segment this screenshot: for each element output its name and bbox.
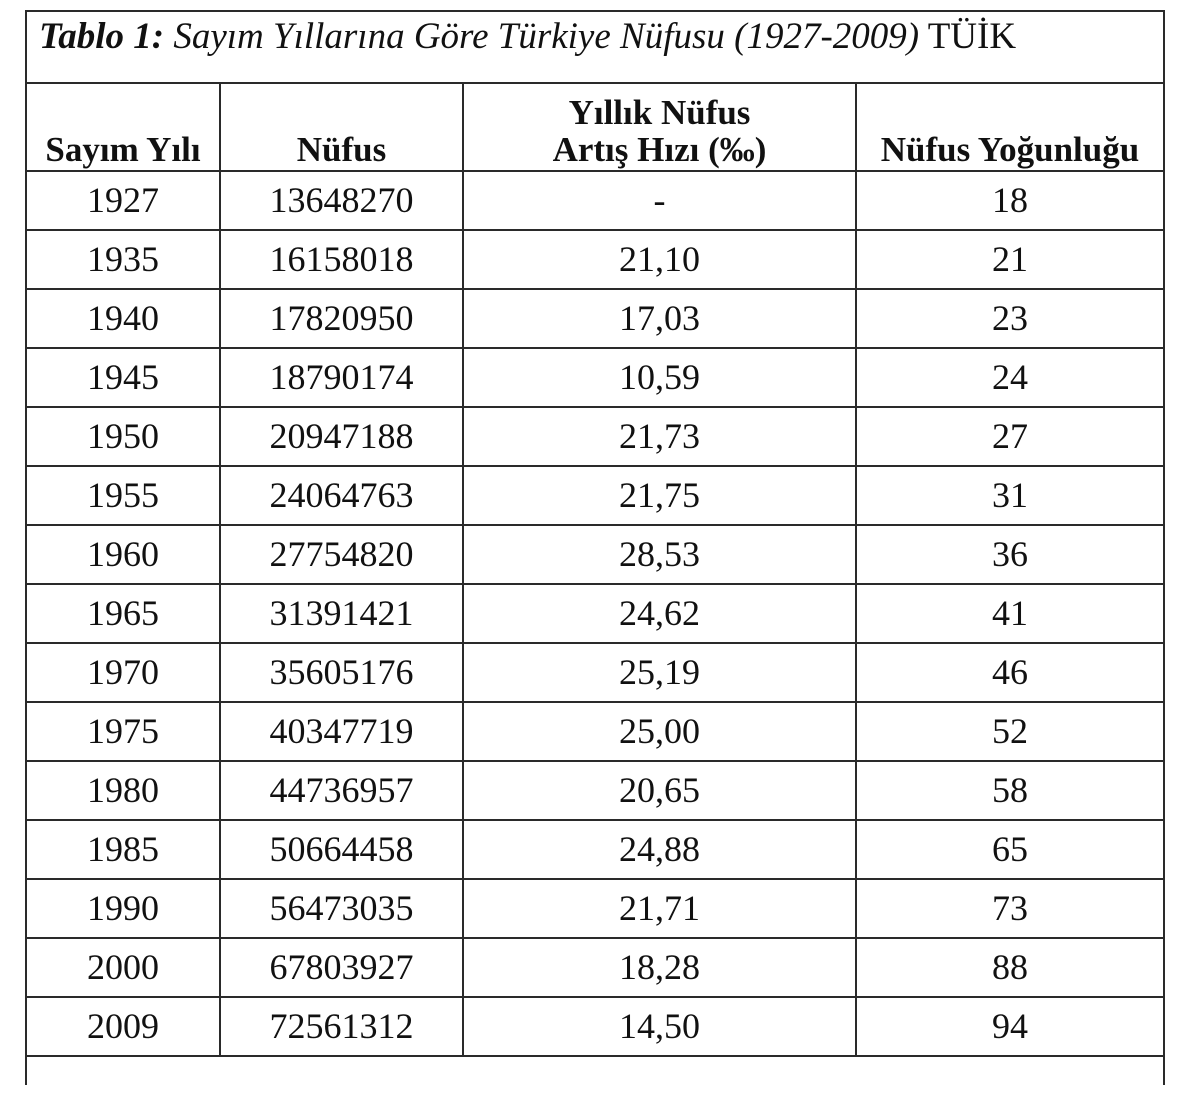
cell-density: 94 <box>855 996 1163 1057</box>
table-caption: Tablo 1: Sayım Yıllarına Göre Türkiye Nü… <box>27 12 1163 84</box>
cell-year: 1990 <box>27 878 221 939</box>
cell-growth: - <box>462 170 857 231</box>
cell-population: 56473035 <box>219 878 464 939</box>
caption-source: TÜİK <box>927 16 1017 57</box>
cell-year: 1970 <box>27 642 221 703</box>
cell-growth: 24,88 <box>462 819 857 880</box>
header-density: Nüfus Yoğunluğu <box>855 84 1163 172</box>
cell-population: 50664458 <box>219 819 464 880</box>
cell-density: 41 <box>855 583 1163 644</box>
table-row: 1970 35605176 25,19 46 <box>27 642 1163 703</box>
cell-year: 2000 <box>27 937 221 998</box>
cell-growth: 10,59 <box>462 347 857 408</box>
cell-growth: 18,28 <box>462 937 857 998</box>
cell-population: 18790174 <box>219 347 464 408</box>
cell-population: 72561312 <box>219 996 464 1057</box>
header-population: Nüfus <box>219 84 464 172</box>
cell-density: 52 <box>855 701 1163 762</box>
header-growth: Yıllık Nüfus Artış Hızı (‰) <box>462 84 857 172</box>
cell-density: 58 <box>855 760 1163 821</box>
header-growth-line2: Artış Hızı (‰) <box>552 130 767 169</box>
cell-population: 13648270 <box>219 170 464 231</box>
cell-population: 67803927 <box>219 937 464 998</box>
table-row: 1965 31391421 24,62 41 <box>27 583 1163 644</box>
cell-growth: 17,03 <box>462 288 857 349</box>
cell-density: 36 <box>855 524 1163 585</box>
cell-growth: 21,71 <box>462 878 857 939</box>
cell-growth: 21,10 <box>462 229 857 290</box>
table-body: 1927 13648270-18 1935 16158018 21,10 21 1940 17… <box>27 170 1163 1057</box>
cell-population: 27754820 <box>219 524 464 585</box>
cell-growth: 25,19 <box>462 642 857 703</box>
table-row: 1950 20947188 21,73 27 <box>27 406 1163 467</box>
cell-year: 1945 <box>27 347 221 408</box>
table-row: 2000 67803927 18,28 88 <box>27 937 1163 998</box>
cell-population: 17820950 <box>219 288 464 349</box>
cell-population: 31391421 <box>219 583 464 644</box>
cell-year: 1927 <box>27 170 221 231</box>
cell-density: 88 <box>855 937 1163 998</box>
cell-year: 1985 <box>27 819 221 880</box>
table-row: 2009 72561312 14,50 94 <box>27 996 1163 1057</box>
table-row: 1940 17820950 17,03 23 <box>27 288 1163 349</box>
cell-year: 1980 <box>27 760 221 821</box>
cell-density: 31 <box>855 465 1163 526</box>
header-growth-line1: Yıllık Nüfus <box>568 93 751 132</box>
cell-population: 35605176 <box>219 642 464 703</box>
cell-growth: 21,73 <box>462 406 857 467</box>
cell-density: 46 <box>855 642 1163 703</box>
cell-growth: 24,62 <box>462 583 857 644</box>
table-row: 1960 27754820 28,53 36 <box>27 524 1163 585</box>
table-frame: Tablo 1: Sayım Yıllarına Göre Türkiye Nü… <box>25 10 1165 1085</box>
table-row: 1955 24064763 21,75 31 <box>27 465 1163 526</box>
cell-density: 18 <box>855 170 1163 231</box>
cell-year: 1955 <box>27 465 221 526</box>
cell-growth: 25,00 <box>462 701 857 762</box>
cell-year: 1960 <box>27 524 221 585</box>
cell-density: 21 <box>855 229 1163 290</box>
cell-growth: 14,50 <box>462 996 857 1057</box>
cell-density: 23 <box>855 288 1163 349</box>
table-row: 1980 44736957 20,65 58 <box>27 760 1163 821</box>
cell-population: 16158018 <box>219 229 464 290</box>
cell-growth: 21,75 <box>462 465 857 526</box>
cell-year: 1935 <box>27 229 221 290</box>
table-row: 1935 16158018 21,10 21 <box>27 229 1163 290</box>
cell-growth: 20,65 <box>462 760 857 821</box>
cell-density: 73 <box>855 878 1163 939</box>
caption-text: Sayım Yıllarına Göre Türkiye Nüfusu (192… <box>173 16 920 57</box>
cell-year: 1975 <box>27 701 221 762</box>
population-table: Sayım Yılı Nüfus Yıllık Nüfus Artış Hızı… <box>27 84 1163 1057</box>
cell-density: 65 <box>855 819 1163 880</box>
cell-population: 40347719 <box>219 701 464 762</box>
table-row: 1985 50664458 24,88 65 <box>27 819 1163 880</box>
cell-population: 24064763 <box>219 465 464 526</box>
cell-density: 24 <box>855 347 1163 408</box>
table-row: 1945 18790174 10,59 24 <box>27 347 1163 408</box>
cell-year: 2009 <box>27 996 221 1057</box>
cell-year: 1950 <box>27 406 221 467</box>
cell-year: 1965 <box>27 583 221 644</box>
cell-year: 1940 <box>27 288 221 349</box>
header-year: Sayım Yılı <box>27 84 221 172</box>
cell-growth: 28,53 <box>462 524 857 585</box>
cell-population: 44736957 <box>219 760 464 821</box>
header-row: Sayım Yılı Nüfus Yıllık Nüfus Artış Hızı… <box>27 84 1163 172</box>
cell-density: 27 <box>855 406 1163 467</box>
cell-population: 20947188 <box>219 406 464 467</box>
caption-lead: Tablo 1: <box>39 16 165 57</box>
table-row: 1990 56473035 21,71 73 <box>27 878 1163 939</box>
table-row: 1927 13648270-18 <box>27 170 1163 231</box>
table-row: 1975 40347719 25,00 52 <box>27 701 1163 762</box>
